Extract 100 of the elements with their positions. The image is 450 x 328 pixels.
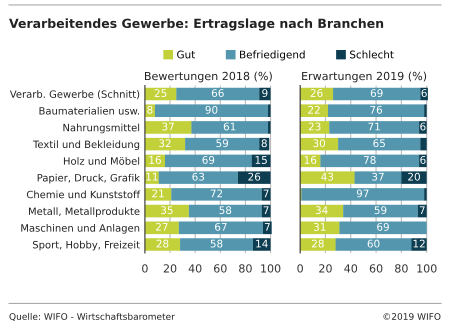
data-label: 14 (256, 240, 268, 248)
bar (262, 188, 271, 201)
y-tick-label: Verarb. Gewerbe (Schnitt) (10, 90, 140, 100)
bar (144, 222, 179, 234)
bar (144, 138, 186, 150)
legend-label: Schlecht (350, 50, 394, 58)
bar (420, 138, 427, 150)
bar (320, 154, 420, 168)
data-label: 21 (152, 189, 164, 198)
data-label: 22 (308, 106, 320, 114)
data-label: 31 (314, 222, 326, 231)
data-label: 32 (159, 139, 171, 148)
x-tick-label: 100 (417, 264, 437, 273)
bar (238, 171, 271, 184)
x-tick-label: 60 (214, 264, 227, 273)
data-label: 6 (422, 89, 427, 97)
data-label: 61 (224, 122, 236, 130)
bar (158, 171, 238, 184)
bar (329, 121, 420, 134)
y-tick-label: Metall, Metallprodukte (28, 207, 140, 217)
bar (300, 138, 338, 150)
x-tick-label: 40 (344, 264, 358, 273)
y-tick-label: Holz und Möbel (64, 157, 140, 165)
bar (343, 204, 418, 218)
bar (300, 222, 340, 234)
data-label: 34 (316, 206, 328, 214)
bar (338, 138, 420, 150)
bar (171, 188, 262, 201)
bar (188, 204, 262, 218)
x-tick-label: 20 (164, 264, 176, 273)
x-tick-label: 40 (188, 264, 202, 273)
data-label: 20 (408, 172, 420, 181)
bar (262, 204, 271, 218)
data-label: 58 (219, 206, 232, 214)
data-label: 59 (374, 206, 386, 214)
data-label: 27 (156, 222, 168, 231)
data-label: 7 (264, 223, 270, 231)
data-label: 59 (216, 139, 228, 148)
chart-subtitle: Bewertungen 2018 (%) (144, 72, 272, 82)
text: ©2019 WIFO (383, 313, 440, 320)
data-label: 8 (147, 106, 153, 114)
x-tick-label: 0 (142, 264, 148, 273)
bar (144, 238, 180, 251)
bar (180, 238, 253, 251)
bar (300, 238, 336, 251)
bar (300, 121, 330, 134)
bar (144, 88, 176, 100)
data-label: 9 (262, 89, 268, 97)
y-tick-label: Chemie und Kunststoff (26, 190, 140, 198)
data-label: 78 (364, 156, 376, 164)
data-label: 37 (162, 122, 174, 130)
y-tick-label: Textil und Bekleidung (32, 140, 140, 150)
data-label: 60 (368, 240, 380, 248)
x-tick-label: 20 (319, 264, 332, 273)
bar (268, 104, 271, 117)
data-label: 6 (420, 122, 426, 130)
y-tick-label: Nahrungsmittel (63, 124, 140, 134)
bar (268, 121, 271, 134)
data-label: 63 (192, 172, 204, 181)
data-label: 7 (264, 206, 269, 214)
source-note: Quelle: WIFO - Wirtschaftsbarometer (10, 312, 175, 321)
data-label: 16 (149, 156, 161, 164)
data-label: 12 (414, 240, 425, 248)
bar (300, 104, 328, 117)
bar (191, 121, 268, 134)
bar (336, 238, 412, 251)
data-label: 15 (256, 156, 267, 164)
x-tick-label: 0 (297, 264, 303, 273)
data-label: 7 (264, 190, 269, 198)
data-label: 37 (372, 172, 384, 181)
bar (424, 188, 427, 201)
bar (176, 88, 260, 100)
x-tick-label: 80 (395, 264, 408, 273)
data-label: 11 (146, 172, 158, 180)
bar (165, 154, 252, 168)
bar (185, 138, 260, 150)
y-tick-label: Baumaterialien usw. (40, 106, 139, 115)
bar (424, 104, 427, 117)
bar (300, 204, 344, 218)
bar (354, 171, 402, 184)
data-label: 25 (154, 89, 166, 97)
data-label: 43 (321, 172, 334, 181)
data-label: 71 (368, 122, 380, 130)
data-label: 58 (210, 240, 222, 248)
legend-label: Gut (177, 50, 196, 58)
data-label: 7 (420, 206, 425, 214)
y-tick-label: Sport, Hobby, Freizeit (32, 240, 140, 250)
data-label: 69 (370, 89, 383, 97)
data-label: 26 (310, 89, 323, 97)
bar (300, 88, 334, 100)
data-label: 35 (161, 206, 173, 214)
x-tick-label: 100 (261, 264, 280, 273)
data-label: 69 (202, 156, 214, 164)
x-tick-label: 80 (239, 264, 252, 273)
data-label: 90 (206, 106, 218, 114)
data-label: 28 (156, 240, 168, 248)
bar (144, 204, 189, 218)
data-label: 72 (210, 189, 222, 198)
data-label: 26 (248, 172, 260, 181)
data-label: 65 (373, 139, 385, 148)
